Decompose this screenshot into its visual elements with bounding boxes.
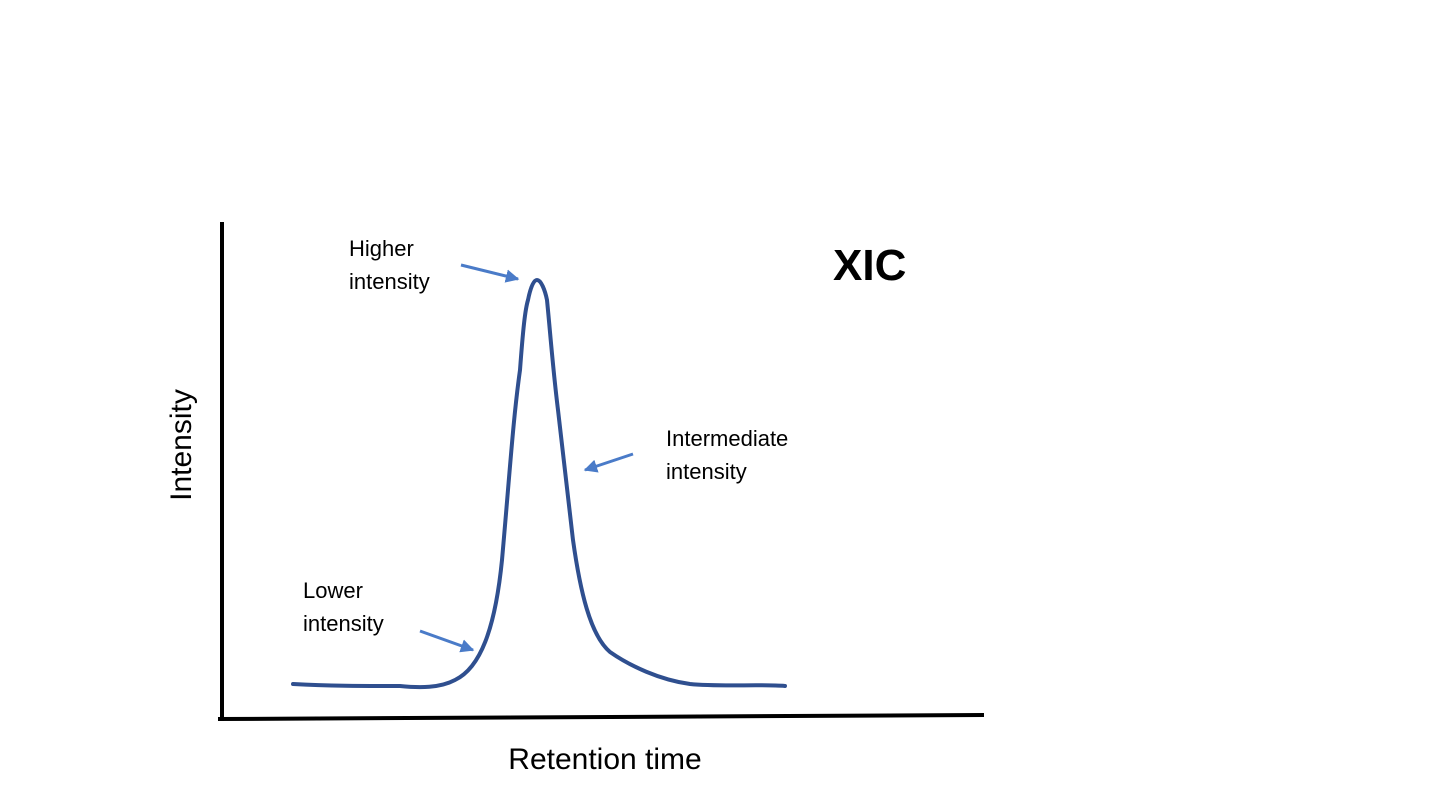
lower-intensity-arrow — [419, 629, 475, 653]
higher-intensity-line1: Higher — [349, 236, 414, 261]
higher-intensity-line2: intensity — [349, 269, 430, 294]
y-axis-label: Intensity — [165, 389, 198, 501]
diagram-title: XIC — [833, 241, 906, 290]
x-axis-label: Retention time — [508, 743, 701, 776]
x-axis — [217, 712, 985, 722]
higher-intensity-label: Higher intensity — [349, 236, 430, 294]
intermediate-intensity-line2: intensity — [666, 459, 747, 484]
lower-intensity-line1: Lower — [303, 578, 363, 603]
lower-intensity-label: Lower intensity — [303, 578, 384, 636]
intermediate-intensity-label: Intermediate intensity — [666, 426, 794, 484]
higher-intensity-arrow — [460, 263, 520, 283]
lower-intensity-line2: intensity — [303, 611, 384, 636]
chromatogram-peak-curve — [291, 278, 787, 690]
intermediate-intensity-arrow — [583, 452, 634, 473]
intermediate-intensity-line1: Intermediate — [666, 426, 788, 451]
